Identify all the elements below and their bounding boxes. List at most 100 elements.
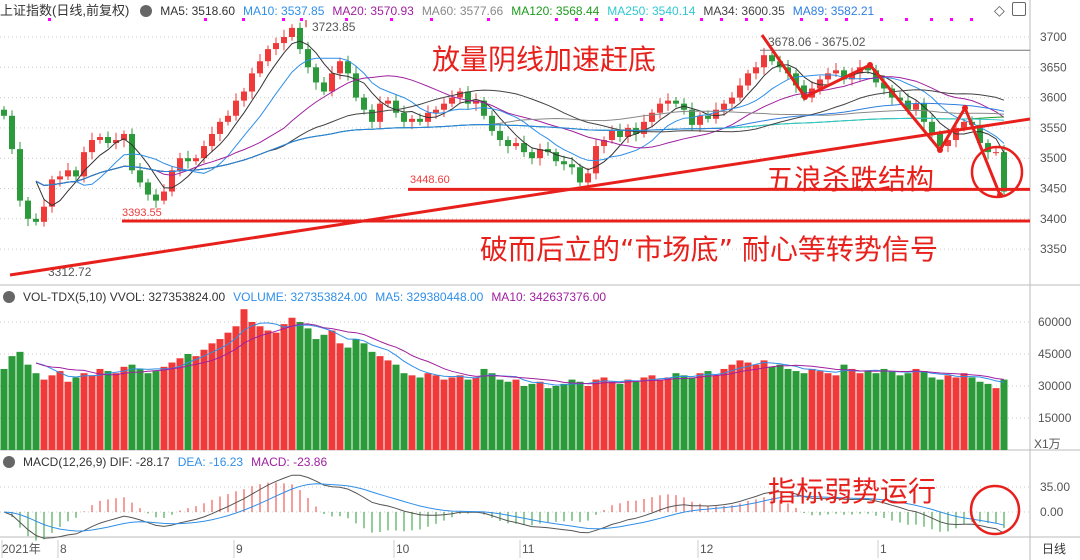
volume-bar [232,326,240,450]
vol-ma10-line [35,323,1005,385]
volume-bar [136,368,144,450]
wave-arrow [760,34,1002,196]
volume-bar [872,373,880,450]
candle [481,100,487,116]
candle [33,218,39,222]
volume-bar [424,373,432,450]
support-label: 3393.55 [122,207,162,219]
volume-bar [704,371,712,450]
dea-line [3,483,1005,532]
volume-bar [72,377,80,450]
y-tick-label: 45000 [1038,347,1072,361]
indicator-value: MA5: 3518.60 [160,4,235,18]
candle [105,136,111,144]
volume-bar [64,381,72,450]
candle [673,100,679,104]
volume-bar [320,334,328,450]
volume-bar [976,381,984,450]
volume-bar [312,339,320,450]
period-button[interactable]: 日线 [1042,542,1066,556]
volume-bar [904,373,912,450]
vol-ma5-line [35,322,1005,386]
candle [593,146,599,174]
indicator-value: MA20: 3570.93 [332,4,414,18]
volume-bar [88,375,96,450]
volume-bar [840,364,848,450]
x-tick-label: 1 [880,542,887,556]
volume-bar [48,375,56,450]
collapse-icon[interactable] [140,5,153,17]
volume-bar [784,368,792,450]
candle [217,121,223,134]
volume-bar [360,343,368,450]
candle [489,115,495,131]
volume-bar [256,326,264,450]
event-marker [430,18,433,21]
candle [401,112,407,122]
candle [993,152,999,154]
candle [257,61,263,74]
volume-bar [672,373,680,450]
y-tick-label: 3600 [1040,91,1067,105]
event-marker [720,18,723,21]
volume-bar [568,379,576,450]
panel-toggle-icon[interactable] [1012,2,1026,16]
indicator-value: MA250: 3540.14 [607,4,696,18]
candle [697,115,703,125]
candle [569,164,575,168]
candle [185,158,191,162]
volume-bar [160,366,168,450]
candle [321,82,327,92]
volume-bar [968,377,976,450]
candle [329,73,335,92]
candle [49,179,55,207]
candle [273,43,279,50]
candle [497,130,503,141]
volume-bar [920,371,928,450]
y-tick-label: 0.00 [1040,505,1064,519]
y-tick-label: 60000 [1038,315,1072,329]
collapse-icon[interactable] [3,291,15,303]
highlight-circle [970,145,1024,199]
volume-bar [184,354,192,450]
candle [641,121,647,134]
volume-bar [112,373,120,450]
candle [825,73,831,80]
candle [665,100,671,104]
volume-bar [856,373,864,450]
volume-bar [744,362,752,450]
volume-bar [496,379,504,450]
annotation-text: 破而后立的“市场底” 耐心等转势信号 [480,233,938,266]
candle [649,112,655,122]
arrow-head [937,147,943,153]
annotation-text: 放量阴线加速赶底 [432,43,657,76]
range-label: 3678.06 - 3675.02 [768,35,866,49]
volume-bar [240,309,248,450]
volume-bar [352,339,360,450]
candle [777,61,783,68]
y-tick-label: 3700 [1040,30,1067,44]
indicator-value: MACD: -23.86 [251,455,328,469]
volume-bar [144,373,152,450]
volume-bar [200,349,208,450]
candle [905,100,911,110]
event-marker [845,18,848,21]
chart-title: 上证指数(日线,前复权) [0,3,130,18]
candle [417,118,423,122]
candle [465,91,471,104]
diamond-icon[interactable]: ◇ [994,2,1005,18]
candle [209,133,215,147]
candle [721,103,727,110]
candle [977,124,983,144]
candle [369,109,375,122]
volume-bar [264,330,272,450]
volume-bar [280,324,288,450]
candle [41,206,47,222]
volume-bar [616,383,624,450]
indicator-value: MA5: 329380448.00 [375,290,484,304]
collapse-icon[interactable] [3,456,15,468]
candle [585,173,591,183]
candle [409,118,415,122]
volume-bar [928,377,936,450]
